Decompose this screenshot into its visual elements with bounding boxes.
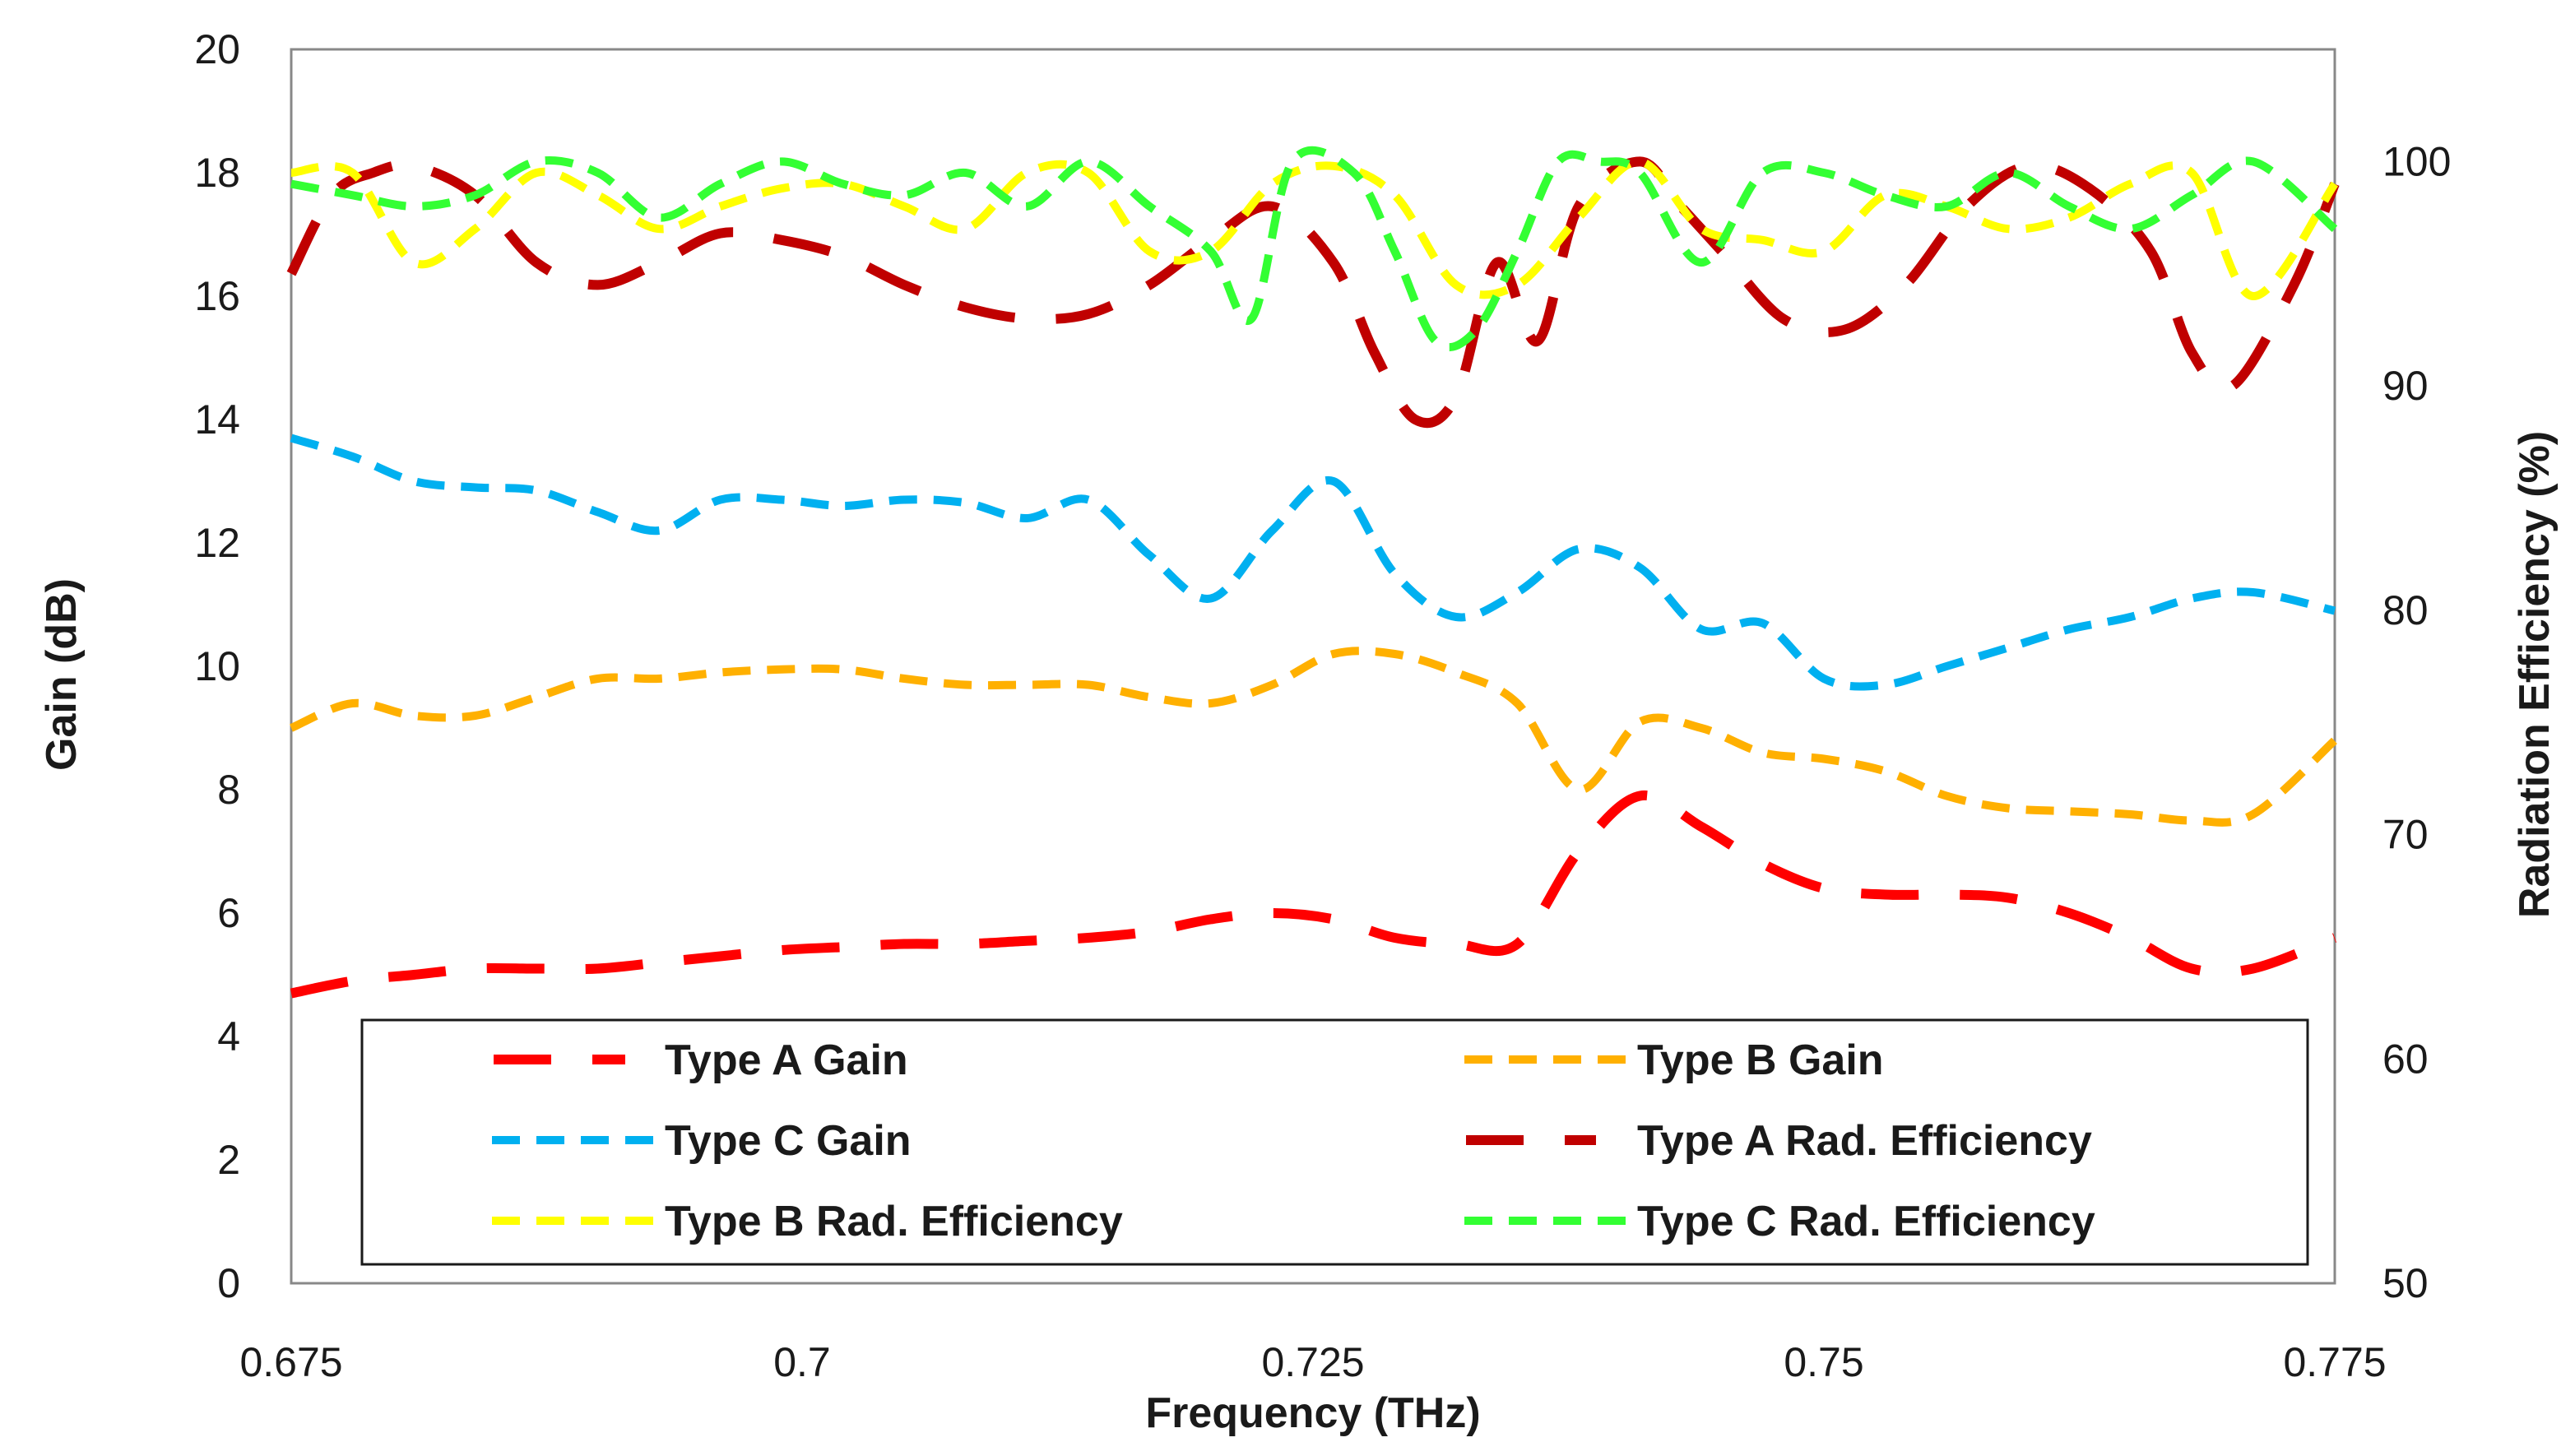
legend-label-type-a-gain: Type A Gain bbox=[665, 1036, 908, 1084]
series-line-type-b-gain bbox=[289, 647, 2338, 827]
y-tick-label: 18 bbox=[194, 150, 240, 196]
y-tick-label: 12 bbox=[194, 520, 240, 566]
y2-tick-label: 60 bbox=[2382, 1036, 2429, 1082]
y-tick-label: 20 bbox=[194, 26, 240, 72]
y2-tick-label: 90 bbox=[2382, 363, 2429, 409]
y-axis-ticks: 0 2 4 6 8 10 12 14 16 18 20 bbox=[194, 26, 240, 1306]
x-tick-label: 0.75 bbox=[1784, 1339, 1863, 1385]
series-line-type-c-gain bbox=[290, 434, 2336, 691]
plot-area bbox=[290, 48, 2336, 1285]
y-tick-label: 14 bbox=[194, 396, 240, 443]
y-tick-label: 16 bbox=[194, 273, 240, 319]
y-tick-label: 8 bbox=[217, 767, 240, 813]
x-tick-label: 0.725 bbox=[1261, 1339, 1364, 1385]
y-tick-label: 4 bbox=[217, 1013, 240, 1060]
legend-label-type-b-rad-efficiency: Type B Rad. Efficiency bbox=[665, 1198, 1123, 1245]
y-tick-label: 6 bbox=[217, 890, 240, 936]
y2-axis-ticks: 50 60 70 80 90 100 bbox=[2382, 138, 2451, 1306]
y2-tick-label: 100 bbox=[2382, 138, 2451, 184]
series-line-type-a-rad-efficiency bbox=[286, 156, 2340, 429]
x-tick-label: 0.7 bbox=[773, 1339, 831, 1385]
y2-tick-label: 80 bbox=[2382, 587, 2429, 633]
series-layer bbox=[286, 146, 2340, 999]
series-line-type-a-gain bbox=[290, 790, 2337, 999]
series-line-type-c-rad-efficiency bbox=[290, 146, 2338, 352]
x-tick-label: 0.675 bbox=[239, 1339, 342, 1385]
y2-tick-label: 50 bbox=[2382, 1260, 2429, 1306]
x-tick-label: 0.775 bbox=[2283, 1339, 2386, 1385]
legend-label-type-b-gain: Type B Gain bbox=[1637, 1036, 1884, 1084]
y2-axis-title: Radiation Efficiency (%) bbox=[2511, 431, 2559, 918]
series-line-type-b-rad-efficiency bbox=[290, 157, 2339, 300]
legend-label-type-c-rad-efficiency: Type C Rad. Efficiency bbox=[1637, 1198, 2095, 1245]
y-tick-label: 0 bbox=[217, 1260, 240, 1306]
legend: Type A Gain Type B Gain Type C Gain Type… bbox=[360, 1018, 2309, 1266]
y2-tick-label: 70 bbox=[2382, 812, 2429, 858]
legend-label-type-a-rad-efficiency: Type A Rad. Efficiency bbox=[1637, 1117, 2092, 1165]
y-tick-label: 2 bbox=[217, 1137, 240, 1183]
y-axis-title: Gain (dB) bbox=[38, 578, 86, 771]
legend-label-type-c-gain: Type C Gain bbox=[665, 1117, 912, 1165]
x-axis-ticks: 0.675 0.7 0.725 0.75 0.775 bbox=[239, 1339, 2386, 1385]
legend-box bbox=[360, 1018, 2309, 1266]
y-tick-label: 10 bbox=[194, 643, 240, 689]
x-axis-title: Frequency (THz) bbox=[1145, 1389, 1480, 1437]
